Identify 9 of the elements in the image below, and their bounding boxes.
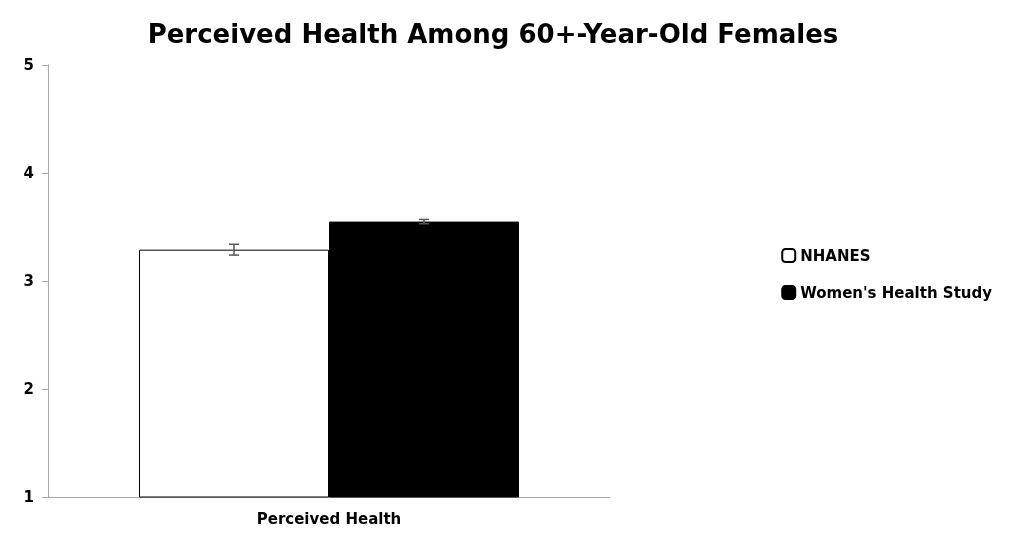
x-tick-label: Perceived Health [256, 509, 402, 528]
y-tick-label: 5 [23, 56, 34, 74]
y-tick-label: 4 [23, 164, 34, 182]
legend-label: NHANES [800, 246, 871, 265]
y-tick-label: 2 [23, 380, 34, 398]
chart-title: Perceived Health Among 60+-Year-Old Females [147, 19, 839, 49]
y-tick-label: 1 [23, 488, 34, 506]
y-tick-label: 3 [23, 272, 34, 290]
legend-label: Women's Health Study [800, 283, 993, 302]
